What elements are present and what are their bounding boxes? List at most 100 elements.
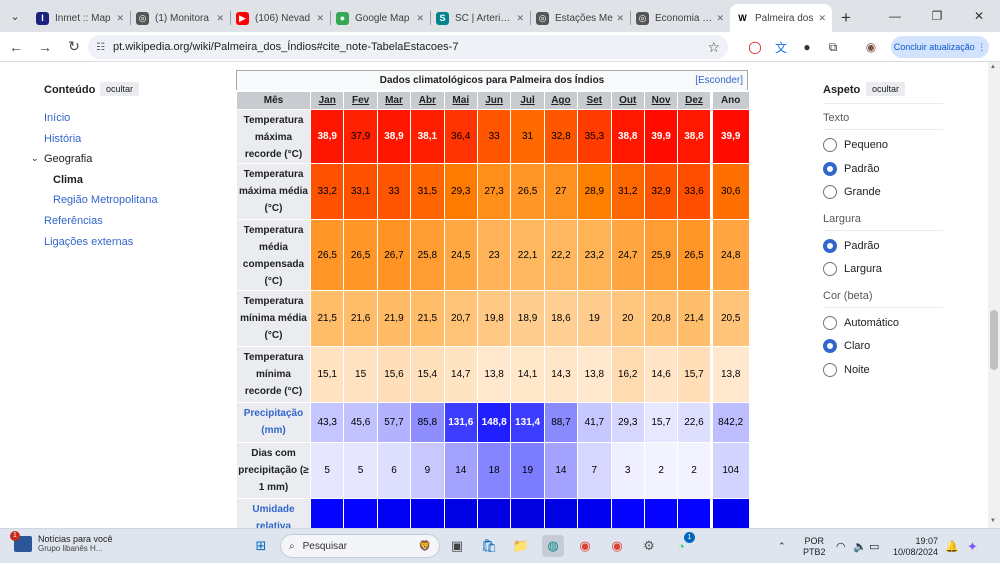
- row-label-cell[interactable]: Precipitação (mm): [236, 402, 311, 443]
- toc-item-inicio[interactable]: Início: [44, 112, 71, 124]
- chevron-down-icon[interactable]: ⌄: [31, 153, 39, 163]
- update-button[interactable]: Concluir atualização ⋮: [891, 36, 989, 58]
- edge-icon[interactable]: ◍: [542, 535, 564, 557]
- tab-close-icon[interactable]: ✕: [216, 12, 224, 23]
- radio-circle[interactable]: [823, 185, 837, 199]
- extension-icon[interactable]: ●: [803, 40, 811, 54]
- month-header-cell[interactable]: Abr: [410, 91, 445, 110]
- chrome-profile-icon[interactable]: ◉: [611, 538, 623, 553]
- chrome-icon[interactable]: ◉: [579, 538, 591, 553]
- radio-circle[interactable]: [823, 262, 837, 276]
- toc-item-geografia[interactable]: Geografia: [44, 153, 93, 165]
- clock[interactable]: 19:07 10/08/2024: [893, 529, 938, 564]
- radio-width-wide[interactable]: Largura: [823, 262, 882, 276]
- radio-circle[interactable]: [823, 363, 837, 377]
- copilot-icon[interactable]: ✦: [967, 538, 978, 554]
- notification-bell-icon[interactable]: 🔔: [945, 541, 959, 553]
- tab-favicon-icon: S: [436, 11, 449, 25]
- radio-text-standard[interactable]: Padrão: [823, 162, 879, 176]
- month-header-cell[interactable]: Out: [610, 91, 645, 110]
- back-icon[interactable]: ←: [9, 38, 23, 55]
- settings-gear-icon[interactable]: ⚙: [643, 538, 655, 553]
- site-info-icon[interactable]: ☷: [96, 41, 105, 53]
- file-explorer-icon[interactable]: 📁: [512, 538, 530, 553]
- battery-icon[interactable]: ▭: [869, 541, 880, 553]
- toc-item-historia[interactable]: História: [44, 133, 82, 145]
- forward-icon[interactable]: →: [38, 38, 52, 55]
- browser-tab[interactable]: ◎ Estações Me ✕: [530, 4, 630, 32]
- windows-start-icon[interactable]: ⊞: [255, 538, 267, 553]
- volume-icon[interactable]: 🔈: [853, 541, 867, 553]
- page-scrollbar[interactable]: ▲ ▼: [988, 62, 1000, 528]
- browser-tab[interactable]: I Inmet :: Map ✕: [30, 4, 130, 32]
- reload-icon[interactable]: ↻: [68, 38, 80, 54]
- radio-circle-selected[interactable]: [823, 162, 837, 176]
- address-bar[interactable]: ☷ pt.wikipedia.org/wiki/Palmeira_dos_Índ…: [88, 35, 728, 59]
- month-header-cell[interactable]: Dez: [677, 91, 712, 110]
- tab-close-icon[interactable]: ✕: [416, 12, 424, 23]
- bookmark-star-icon[interactable]: ☆: [707, 38, 720, 55]
- browser-tab[interactable]: ▶ (106) Nevad ✕: [230, 4, 330, 32]
- radio-color-auto[interactable]: Automático: [823, 316, 899, 330]
- hide-table-link[interactable]: [Esconder]: [695, 75, 743, 86]
- scroll-up-icon[interactable]: ▲: [990, 64, 996, 70]
- input-language[interactable]: POR PTB2: [803, 529, 826, 564]
- browser-tab[interactable]: ◎ Economia Bá ✕: [630, 4, 730, 32]
- month-header-cell[interactable]: Ago: [543, 91, 579, 110]
- month-header-cell[interactable]: Jan: [309, 91, 345, 110]
- radio-circle[interactable]: [823, 138, 837, 152]
- wifi-icon[interactable]: ◠: [836, 541, 846, 553]
- browser-tab[interactable]: ● Google Map ✕: [330, 4, 430, 32]
- radio-width-standard[interactable]: Padrão: [823, 239, 879, 253]
- tab-close-icon[interactable]: ✕: [716, 12, 724, 23]
- tab-close-icon[interactable]: ✕: [616, 12, 624, 23]
- tab-close-icon[interactable]: ✕: [316, 12, 324, 23]
- scrollbar-thumb[interactable]: [990, 310, 998, 370]
- radio-text-large[interactable]: Grande: [823, 185, 881, 199]
- toc-item-regiao-metropolitana[interactable]: Região Metropolitana: [53, 194, 158, 206]
- task-view-icon[interactable]: ▣: [450, 538, 464, 553]
- tab-close-icon[interactable]: ✕: [116, 12, 124, 23]
- tab-close-icon[interactable]: ✕: [516, 12, 524, 23]
- month-header-cell[interactable]: Jul: [510, 91, 545, 110]
- opera-extension-icon[interactable]: ◯: [748, 40, 762, 54]
- close-window-button[interactable]: ✕: [973, 9, 985, 23]
- scroll-down-icon[interactable]: ▼: [990, 518, 996, 524]
- whatsapp-icon[interactable]: ◔ 1: [670, 532, 695, 557]
- radio-circle-selected[interactable]: [823, 239, 837, 253]
- toc-hide-button[interactable]: ocultar: [100, 82, 140, 96]
- tab-close-icon[interactable]: ✕: [818, 12, 826, 23]
- month-header-cell[interactable]: Mai: [443, 91, 478, 110]
- month-header-cell[interactable]: Mar: [376, 91, 412, 110]
- extensions-puzzle-icon[interactable]: ⧉: [828, 39, 838, 54]
- browser-tab[interactable]: W Palmeira dos ✕: [730, 4, 832, 32]
- new-tab-button[interactable]: +: [841, 8, 851, 27]
- minimize-button[interactable]: —: [889, 9, 901, 23]
- translate-extension-icon[interactable]: 文: [774, 40, 787, 55]
- toc-item-clima[interactable]: Clima: [53, 174, 83, 186]
- url-text[interactable]: pt.wikipedia.org/wiki/Palmeira_dos_Índio…: [112, 41, 459, 53]
- taskbar-search[interactable]: ⌕ Pesquisar 🦁: [280, 534, 440, 558]
- profile-avatar[interactable]: ◉: [865, 40, 877, 54]
- radio-circle-selected[interactable]: [823, 339, 837, 353]
- month-header-cell[interactable]: Nov: [643, 91, 679, 110]
- tab-search-chevron-icon[interactable]: ⌄: [10, 10, 20, 23]
- toc-item-ligacoes-externas[interactable]: Ligações externas: [44, 236, 134, 248]
- browser-tab[interactable]: S SC | Arteris L ✕: [430, 4, 530, 32]
- month-header-cell[interactable]: Jun: [476, 91, 512, 110]
- news-widget[interactable]: 1 Notícias para você Grupo libanês H...: [10, 530, 113, 553]
- browser-tab[interactable]: ◎ (1) Monitora ✕: [130, 4, 230, 32]
- radio-color-light[interactable]: Claro: [823, 339, 870, 353]
- tray-chevron-up-icon[interactable]: ⌃: [778, 541, 786, 551]
- width-section: Largura: [823, 213, 861, 225]
- month-header-cell[interactable]: Set: [577, 91, 612, 110]
- row-label-cell[interactable]: Umidade relativa: [236, 498, 311, 528]
- store-icon[interactable]: 🛍: [480, 538, 498, 553]
- radio-circle[interactable]: [823, 316, 837, 330]
- radio-color-night[interactable]: Noite: [823, 363, 870, 377]
- aspect-hide-button[interactable]: ocultar: [866, 82, 906, 96]
- month-header-cell[interactable]: Fev: [343, 91, 378, 110]
- restore-button[interactable]: ❐: [931, 9, 943, 23]
- radio-text-small[interactable]: Pequeno: [823, 138, 888, 152]
- toc-item-referencias[interactable]: Referências: [44, 215, 103, 227]
